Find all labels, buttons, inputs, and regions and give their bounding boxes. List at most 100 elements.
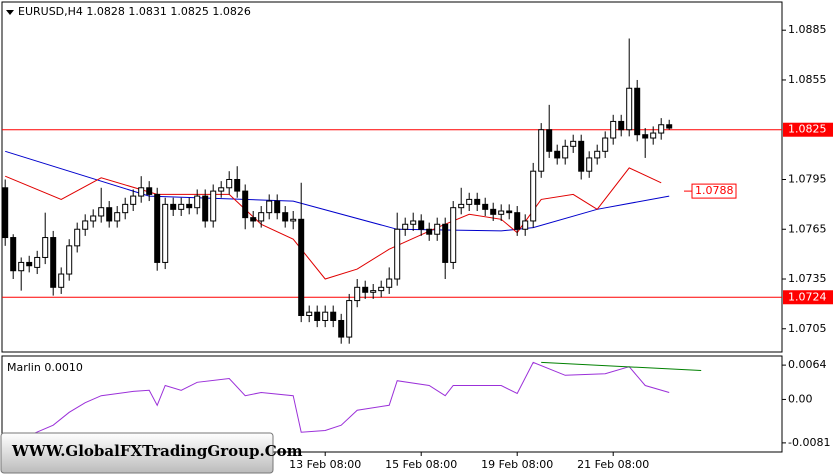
level-label: 1.0825 (788, 123, 827, 136)
y-tick-label: 1.0885 (788, 23, 827, 36)
y-tick-label: 1.0705 (788, 322, 827, 335)
candle-body (578, 140, 585, 172)
candle-body (258, 212, 265, 222)
candle-body (298, 218, 305, 317)
candle-body (498, 210, 505, 215)
candle-body (90, 215, 97, 222)
candle-body (194, 195, 201, 209)
candle-body (458, 203, 465, 209)
candle-body (394, 228, 401, 280)
candle-body (586, 157, 593, 172)
candle-body (34, 256, 41, 268)
candle-body (282, 212, 289, 222)
candle-body (18, 261, 25, 272)
candle-body (522, 220, 529, 230)
candle-body (418, 220, 425, 230)
candle-body (602, 137, 609, 152)
price-label-box (691, 183, 737, 199)
y-tick-label: 0.00 (788, 392, 813, 405)
menu-arrow (6, 10, 14, 15)
candle-body (170, 203, 177, 210)
candle-body (378, 286, 385, 292)
candle-body (658, 124, 665, 134)
candle-body (122, 203, 129, 214)
x-tick-label: 19 Feb 08:00 (481, 458, 553, 471)
candle-body (514, 212, 521, 230)
candle-body (42, 237, 49, 258)
chart-title: EURUSD,H4 1.0828 1.0831 1.0825 1.0826 (18, 5, 251, 18)
candle-body (114, 212, 121, 222)
watermark: WWW.GlobalFXTradingGroup.Com (11, 442, 303, 460)
y-tick-label: 0.0064 (788, 358, 827, 371)
candle-body (450, 207, 457, 263)
indicator-title: Marlin 0.0010 (7, 361, 83, 374)
candle-body (434, 223, 441, 235)
candle-body (474, 198, 481, 205)
candle-body (634, 87, 641, 136)
candle-body (546, 129, 553, 152)
candle-body (98, 207, 105, 217)
y-tick-label: 1.0765 (788, 222, 827, 235)
candle-body (442, 223, 449, 263)
candle-body (82, 220, 89, 230)
candle-body (178, 203, 185, 210)
candle-body (210, 190, 217, 222)
candle-body (234, 178, 241, 192)
moving-average (5, 150, 670, 232)
candle-body (642, 134, 649, 139)
candle-body (50, 237, 57, 288)
candle-body (314, 311, 321, 321)
x-tick-label: 13 Feb 08:00 (289, 458, 361, 471)
candle-body (506, 210, 513, 214)
candle-body (58, 273, 65, 288)
candle-body (562, 145, 569, 159)
candle-body (218, 187, 225, 192)
candle-body (202, 195, 209, 222)
candle-body (10, 237, 17, 272)
candle-body (482, 203, 489, 210)
candle-body (26, 261, 33, 267)
candle-body (306, 311, 313, 317)
level-label-box (783, 122, 833, 137)
indicator-line (5, 361, 670, 447)
candle-body (362, 286, 369, 293)
candle-body (74, 228, 81, 247)
candle-body (338, 319, 345, 338)
candle-body (146, 187, 153, 195)
x-tick-label: 15 Feb 08:00 (385, 458, 457, 471)
candle-body (130, 195, 137, 205)
candle-body (538, 129, 545, 172)
watermark-box (0, 432, 274, 474)
candle-body (186, 203, 193, 209)
candle-body (610, 120, 617, 139)
candle-body (466, 198, 473, 205)
candle-body (530, 170, 537, 222)
y-tick-label: 1.0735 (788, 272, 827, 285)
candle-body (618, 120, 625, 131)
candle-body (570, 140, 577, 147)
candle-body (554, 150, 561, 159)
level-label: 1.0724 (788, 290, 827, 303)
candle-body (138, 187, 145, 197)
candle-body (66, 245, 73, 275)
candle-body (426, 228, 433, 235)
candle-body (402, 223, 409, 230)
level-label-box (783, 290, 833, 305)
candle-body (386, 278, 393, 288)
candle-body (250, 217, 257, 222)
candle-body (346, 300, 353, 338)
candle-body (226, 178, 233, 189)
candle-body (162, 203, 169, 263)
y-tick-label: 1.0855 (788, 73, 827, 86)
candle-body (2, 187, 9, 239)
candle-body (322, 311, 329, 321)
candle-body (106, 207, 113, 222)
candle-body (266, 200, 273, 214)
trendline (541, 361, 702, 371)
candle-body (370, 290, 377, 293)
candle-body (650, 132, 657, 139)
candle-body (330, 311, 337, 321)
y-tick-label: 1.0795 (788, 172, 827, 185)
candle-body (290, 218, 297, 222)
